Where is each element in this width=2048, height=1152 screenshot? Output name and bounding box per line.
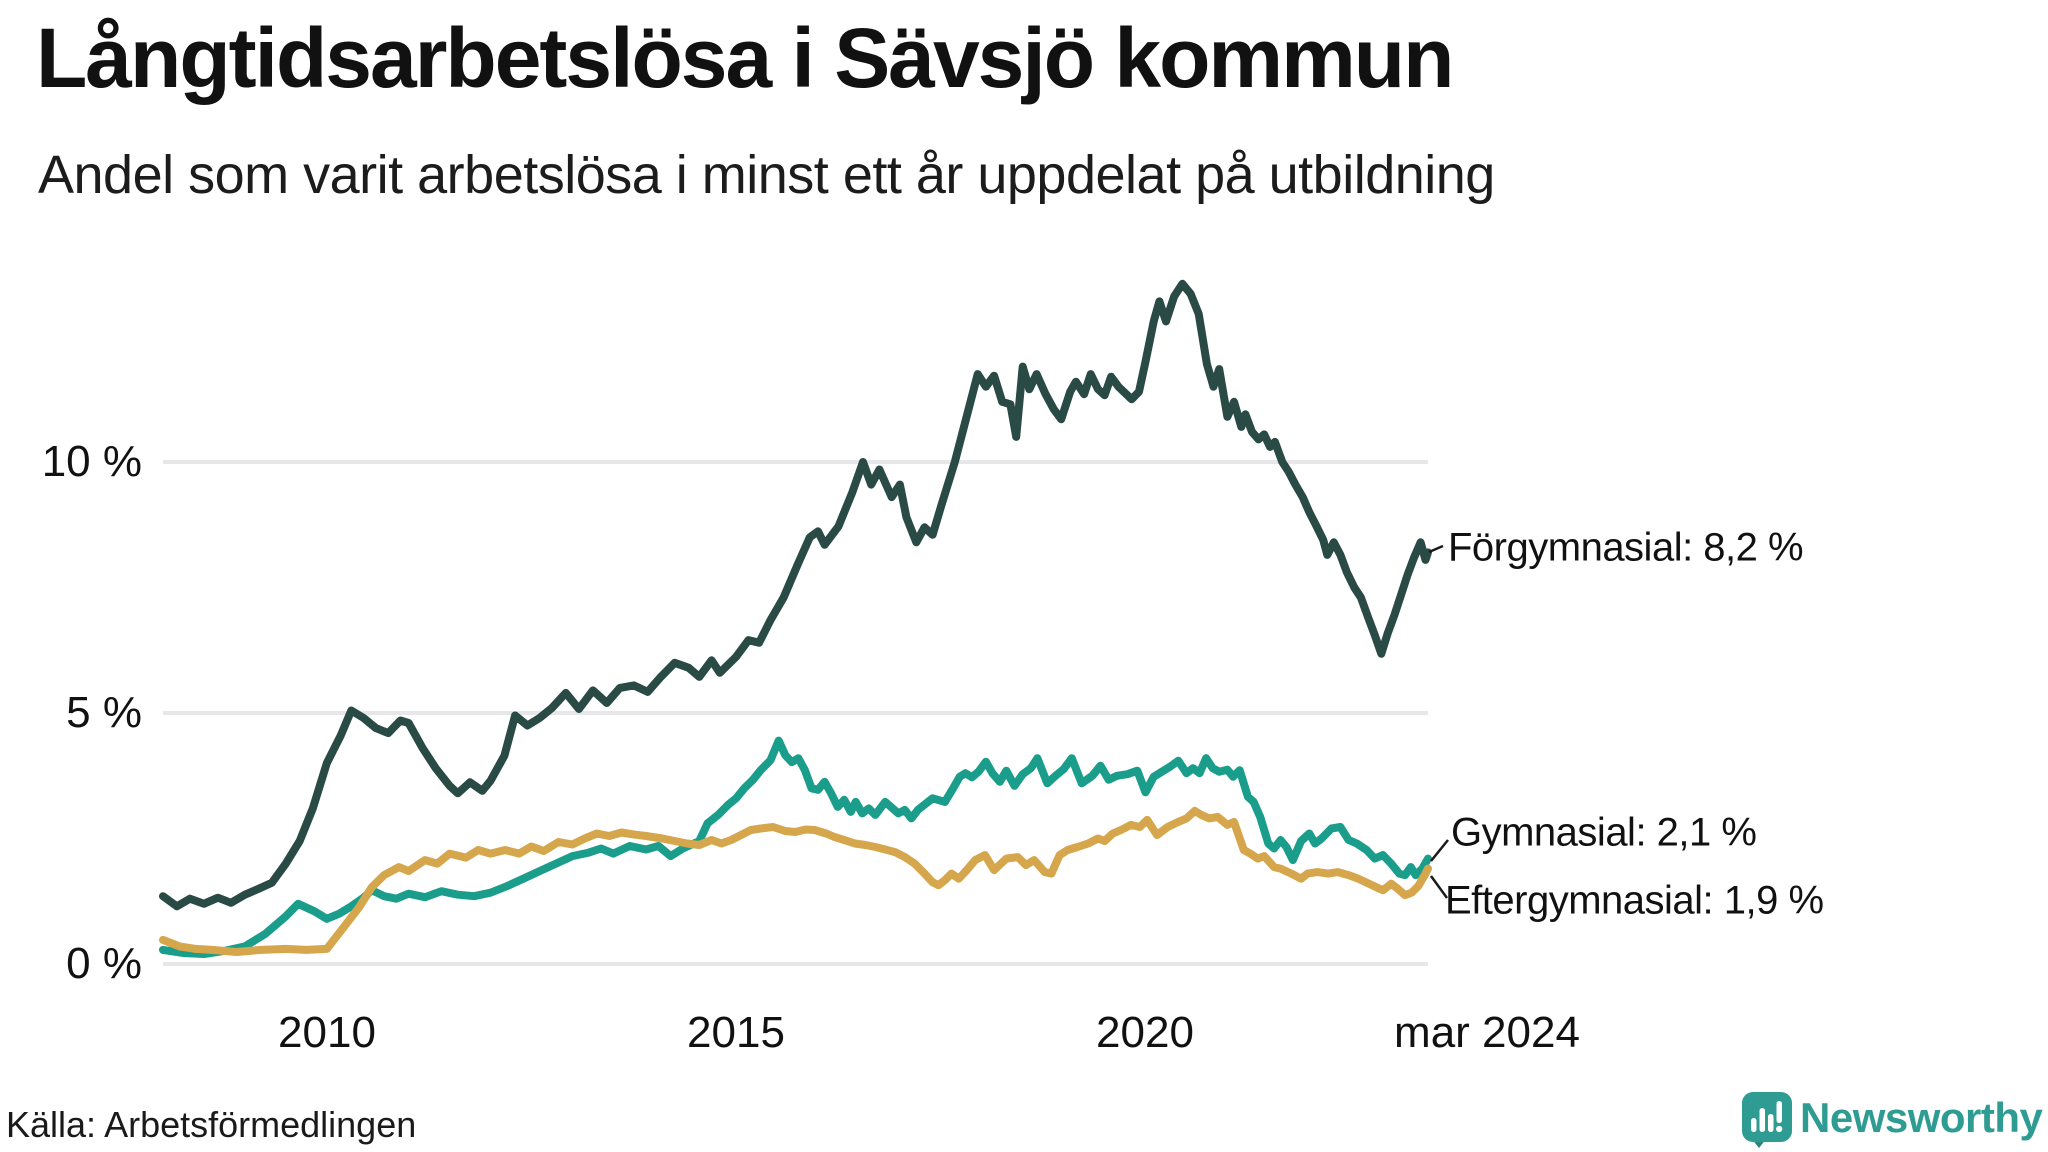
end-label-eftergymnasial: Eftergymnasial: 1,9 % <box>1445 878 1824 923</box>
x-tick-2015: 2015 <box>687 1008 785 1057</box>
x-tick-mar-2024: mar 2024 <box>1394 1008 1580 1057</box>
line-gymnasial <box>159 736 1432 958</box>
newsworthy-wordmark: Newsworthy <box>1800 1094 2043 1141</box>
end-label-forgymnasial: Förgymnasial: 8,2 % <box>1448 525 1804 570</box>
newsworthy-logo: Newsworthy <box>1742 1092 2043 1152</box>
page-title: Långtidsarbetslösa i Sävsjö kommun <box>36 11 1454 105</box>
series-lines <box>159 279 1432 958</box>
gridlines <box>163 460 1428 966</box>
line-eftergymnasial <box>159 806 1432 956</box>
label-connector-ticks <box>1428 544 1449 899</box>
y-tick-0: 0 % <box>66 939 142 988</box>
bar-chart-speech-bubble-icon <box>1742 1092 1792 1148</box>
y-tick-10: 10 % <box>41 437 142 486</box>
y-tick-5: 5 % <box>66 688 142 737</box>
chart-subtitle: Andel som varit arbetslösa i minst ett å… <box>38 145 1495 205</box>
source-note: Källa: Arbetsförmedlingen <box>6 1104 417 1145</box>
end-label-gymnasial: Gymnasial: 2,1 % <box>1451 810 1757 855</box>
line-förgymnasial <box>159 279 1432 911</box>
x-tick-2020: 2020 <box>1096 1008 1194 1057</box>
x-tick-2010: 2010 <box>278 1008 376 1057</box>
